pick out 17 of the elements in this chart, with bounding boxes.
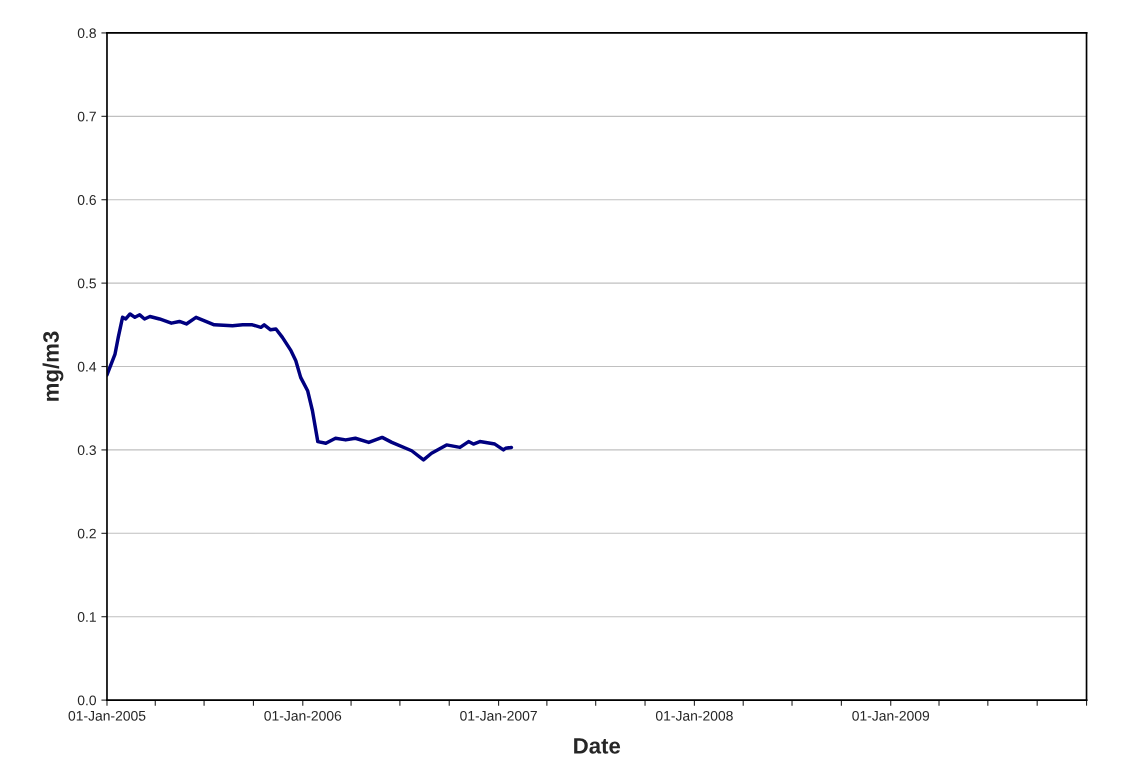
x-tick-label: 01-Jan-2009: [852, 710, 930, 721]
x-tick-label: 01-Jan-2006: [264, 710, 342, 721]
y-tick-label: 0.5: [77, 278, 96, 289]
x-tick-label: 01-Jan-2007: [460, 710, 537, 721]
x-tick-label: 01-Jan-2005: [68, 710, 146, 721]
y-tick-label: 0.8: [77, 28, 96, 39]
line-series: [106, 312, 514, 462]
y-tick-label: 0.7: [77, 111, 96, 122]
y-tick-label: 0.0: [77, 695, 97, 706]
y-tick-label: 0.3: [77, 445, 96, 456]
x-axis-title: Date: [574, 738, 621, 754]
y-tick-label: 0.4: [77, 361, 97, 372]
y-axis-title: mg/m3: [42, 331, 64, 401]
y-tick-label: 0.6: [77, 195, 96, 205]
y-tick-label: 0.2: [77, 528, 96, 539]
x-tick-label: 01-Jan-2008: [655, 710, 733, 721]
y-tick-label: 0.1: [77, 612, 96, 622]
